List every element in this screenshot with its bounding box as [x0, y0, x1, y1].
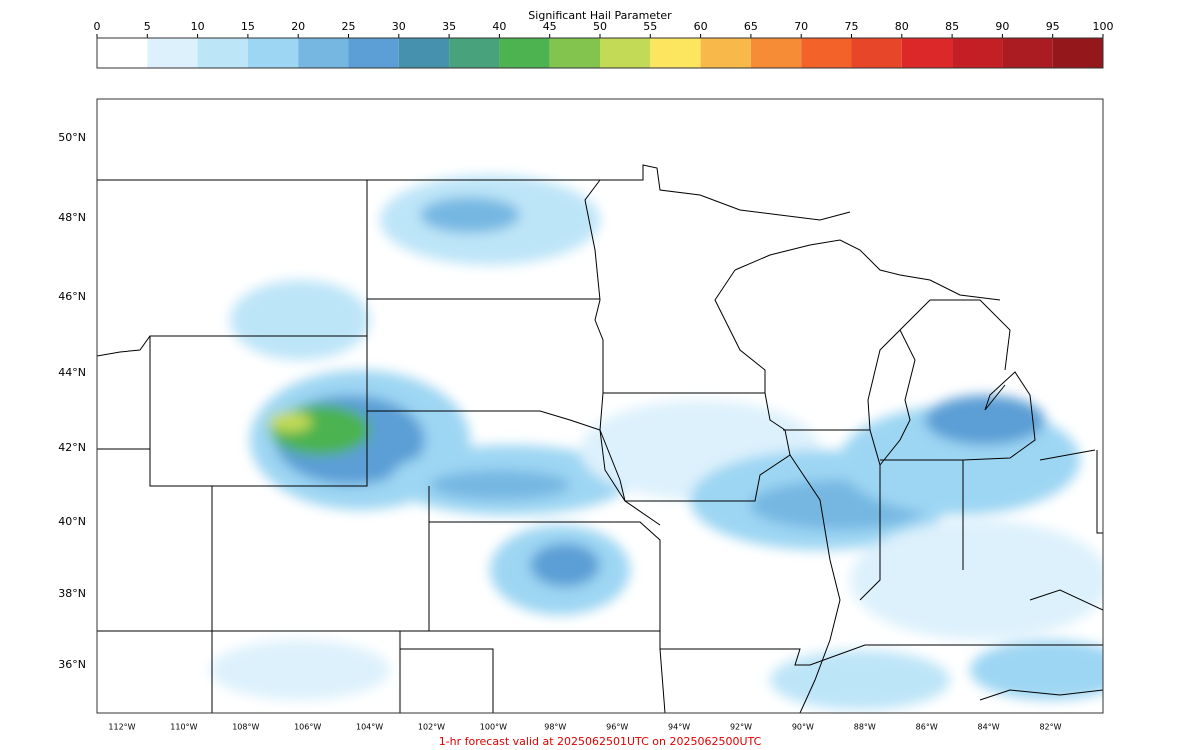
colorbar-segment — [1002, 38, 1053, 68]
lon-label: 104°W — [356, 723, 383, 732]
colorbar-tick-label: 55 — [643, 20, 657, 33]
state-borders — [97, 164, 1103, 713]
lat-labels: 50°N 48°N 46°N 44°N 42°N 40°N 38°N 36°N — [58, 131, 86, 671]
colorbar-segment — [549, 38, 600, 68]
lon-label: 98°W — [544, 723, 566, 732]
colorbar-tick-label: 65 — [744, 20, 758, 33]
lon-label: 86°W — [916, 723, 938, 732]
colorbar-tick-label: 80 — [895, 20, 909, 33]
colorbar: 0 5 10 15 20 25 30 35 40 45 50 55 60 65 70 75 80 85 90 95 10… — [94, 20, 1114, 68]
colorbar-tick-label: 0 — [94, 20, 101, 33]
colorbar-tick-label: 25 — [342, 20, 356, 33]
lon-label: 90°W — [792, 723, 814, 732]
lon-label: 84°W — [978, 723, 1000, 732]
colorbar-tick-label: 75 — [845, 20, 859, 33]
map-field — [97, 164, 1103, 713]
colorbar-segment — [197, 38, 248, 68]
colorbar-segment — [750, 38, 802, 68]
colorbar-tick-label: 15 — [241, 20, 255, 33]
colorbar-segment — [499, 38, 550, 68]
colorbar-segment — [801, 38, 852, 68]
colorbar-segment — [650, 38, 701, 68]
lat-label: 40°N — [58, 515, 86, 528]
lon-label: 100°W — [480, 723, 507, 732]
footer: 1-hr forecast valid at 2025062501UTC on … — [439, 735, 762, 748]
colorbar-segment — [600, 38, 651, 68]
colorbar-segment — [901, 38, 953, 68]
colorbar-tick-label: 20 — [291, 20, 305, 33]
lon-label: 82°W — [1039, 723, 1061, 732]
lat-label: 36°N — [58, 658, 86, 671]
colorbar-title: Significant Hail Parameter — [528, 9, 672, 22]
colorbar-tick-label: 10 — [191, 20, 205, 33]
lat-label: 48°N — [58, 211, 86, 224]
lat-label: 44°N — [58, 366, 86, 379]
colorbar-segment — [348, 38, 399, 68]
lat-label: 38°N — [58, 587, 86, 600]
lat-label: 46°N — [58, 290, 86, 303]
lon-label: 110°W — [170, 723, 197, 732]
colorbar-segment — [1052, 38, 1103, 68]
colorbar-tick-label: 85 — [945, 20, 959, 33]
colorbar-segment — [298, 38, 349, 68]
colorbar-tick-label: 100 — [1093, 20, 1114, 33]
lon-label: 108°W — [232, 723, 259, 732]
colorbar-tick-label: 90 — [995, 20, 1009, 33]
colorbar-segment — [247, 38, 299, 68]
lon-label: 94°W — [668, 723, 690, 732]
lon-label: 88°W — [854, 723, 876, 732]
colorbar-tick-label: 40 — [492, 20, 506, 33]
colorbar-segment — [700, 38, 751, 68]
lon-label: 106°W — [294, 723, 321, 732]
lon-labels: 112°W 110°W 108°W 106°W 104°W 102°W 100°W 98°W 9… — [108, 723, 1061, 732]
colorbar-segment — [97, 38, 148, 68]
colorbar-segment — [449, 38, 500, 68]
colorbar-segment — [147, 38, 198, 68]
colorbar-tick-label: 50 — [593, 20, 607, 33]
hail-field — [210, 175, 1103, 710]
colorbar-tick-label: 95 — [1046, 20, 1060, 33]
colorbar-tick-label: 5 — [144, 20, 151, 33]
colorbar-tick-label: 70 — [794, 20, 808, 33]
lon-label: 112°W — [108, 723, 135, 732]
colorbar-segment — [851, 38, 902, 68]
lon-label: 92°W — [730, 723, 752, 732]
colorbar-frame — [96, 37, 1104, 69]
colorbar-tick-label: 45 — [543, 20, 557, 33]
colorbar-segment — [398, 38, 450, 68]
lat-label: 42°N — [58, 441, 86, 454]
colorbar-tick-label: 35 — [442, 20, 456, 33]
lon-label: 96°W — [606, 723, 628, 732]
map-frame — [96, 98, 1104, 714]
colorbar-tick-label: 60 — [694, 20, 708, 33]
colorbar-tick-label: 30 — [392, 20, 406, 33]
colorbar-segment — [952, 38, 1003, 68]
lat-label: 50°N — [58, 131, 86, 144]
lon-label: 102°W — [418, 723, 445, 732]
